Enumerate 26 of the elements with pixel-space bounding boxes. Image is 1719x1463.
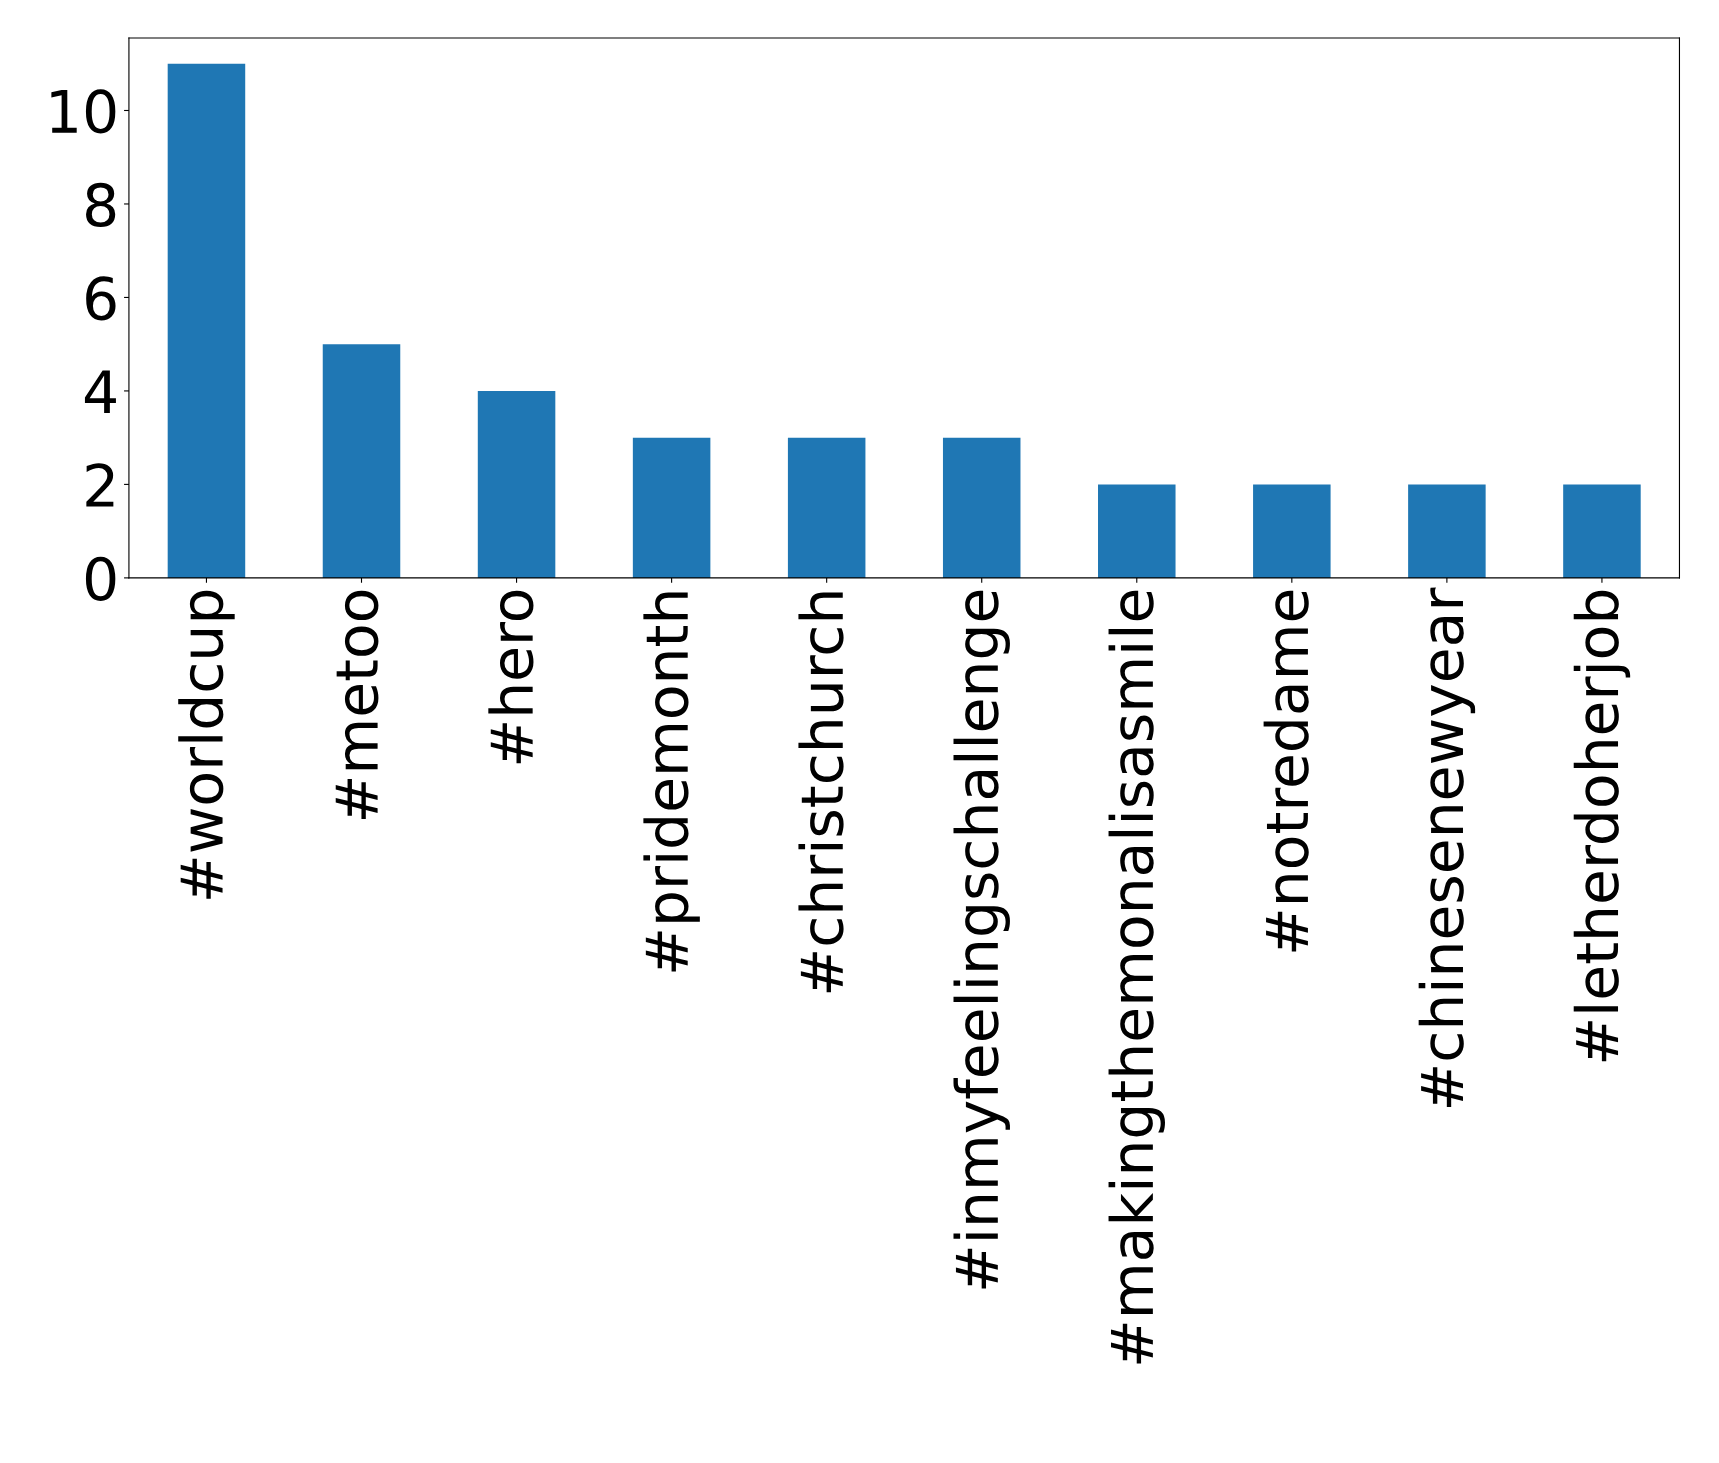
bar: [1563, 484, 1641, 578]
x-tick-label: #makingthemonalisasmile: [1108, 590, 1165, 1364]
y-tick-label: 4: [84, 370, 116, 414]
x-tick-label: #hero: [488, 590, 534, 764]
x-tick-label: #pridemonth: [643, 592, 700, 972]
y-tick-label: 6: [86, 276, 116, 321]
x-tick-label: #letherdoherjob: [1573, 590, 1631, 1062]
y-tick-label: 0: [85, 556, 116, 601]
y-tick-label: 2: [86, 463, 114, 507]
x-tick-label: #christchurch: [798, 592, 844, 993]
bar: [1098, 484, 1176, 578]
bar: [942, 437, 1021, 578]
y-tick-label: 10: [51, 89, 116, 134]
bar: [787, 437, 866, 578]
bar: [632, 437, 711, 578]
x-tick-label: #chinesenewyear: [1418, 587, 1476, 1108]
x-tick-label: #worldcup: [178, 590, 235, 899]
y-tick-label: 8: [86, 182, 116, 227]
bar: [1253, 484, 1331, 578]
x-tick-label: #metoo: [335, 590, 379, 819]
bar: [1408, 484, 1486, 578]
bar: [322, 344, 401, 578]
bar: [167, 63, 246, 578]
bar: [477, 390, 556, 578]
x-tick-label: #inmyfeelingschallenge: [953, 590, 1010, 1289]
x-tick-label: #notredame: [1263, 590, 1309, 952]
